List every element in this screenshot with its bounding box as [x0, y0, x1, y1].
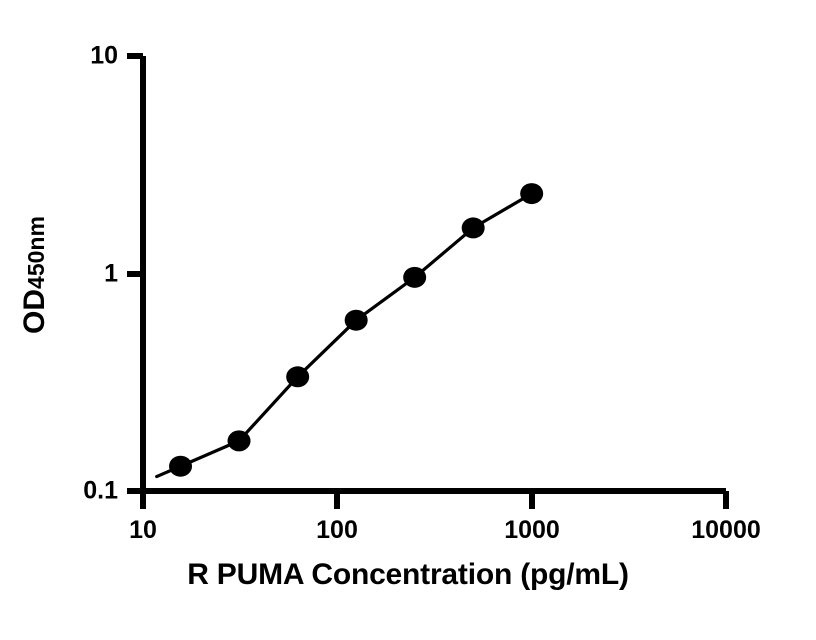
x-tick-label-10: 10 [129, 516, 157, 544]
x-axis-title: R PUMA Concentration (pg/mL) [187, 558, 629, 591]
data-point [227, 430, 251, 452]
data-point [344, 309, 368, 331]
data-point [520, 183, 544, 205]
y-axis-title-sub: 450nm [23, 216, 49, 289]
y-axis-title: OD450nm [18, 160, 52, 390]
y-tick-label-0.1: 0.1 [83, 476, 118, 505]
x-tick-label-1000: 1000 [504, 516, 560, 544]
data-point [403, 266, 427, 288]
y-axis-title-main: OD [18, 288, 51, 334]
data-point [169, 455, 193, 477]
y-tick-label-1: 1 [104, 259, 118, 288]
y-tick-label-10: 10 [90, 41, 118, 70]
x-tick-label-10000: 10000 [691, 516, 761, 544]
x-tick-label-100: 100 [316, 516, 358, 544]
data-point [461, 217, 485, 239]
data-point-group [169, 183, 544, 477]
data-point [286, 366, 310, 388]
